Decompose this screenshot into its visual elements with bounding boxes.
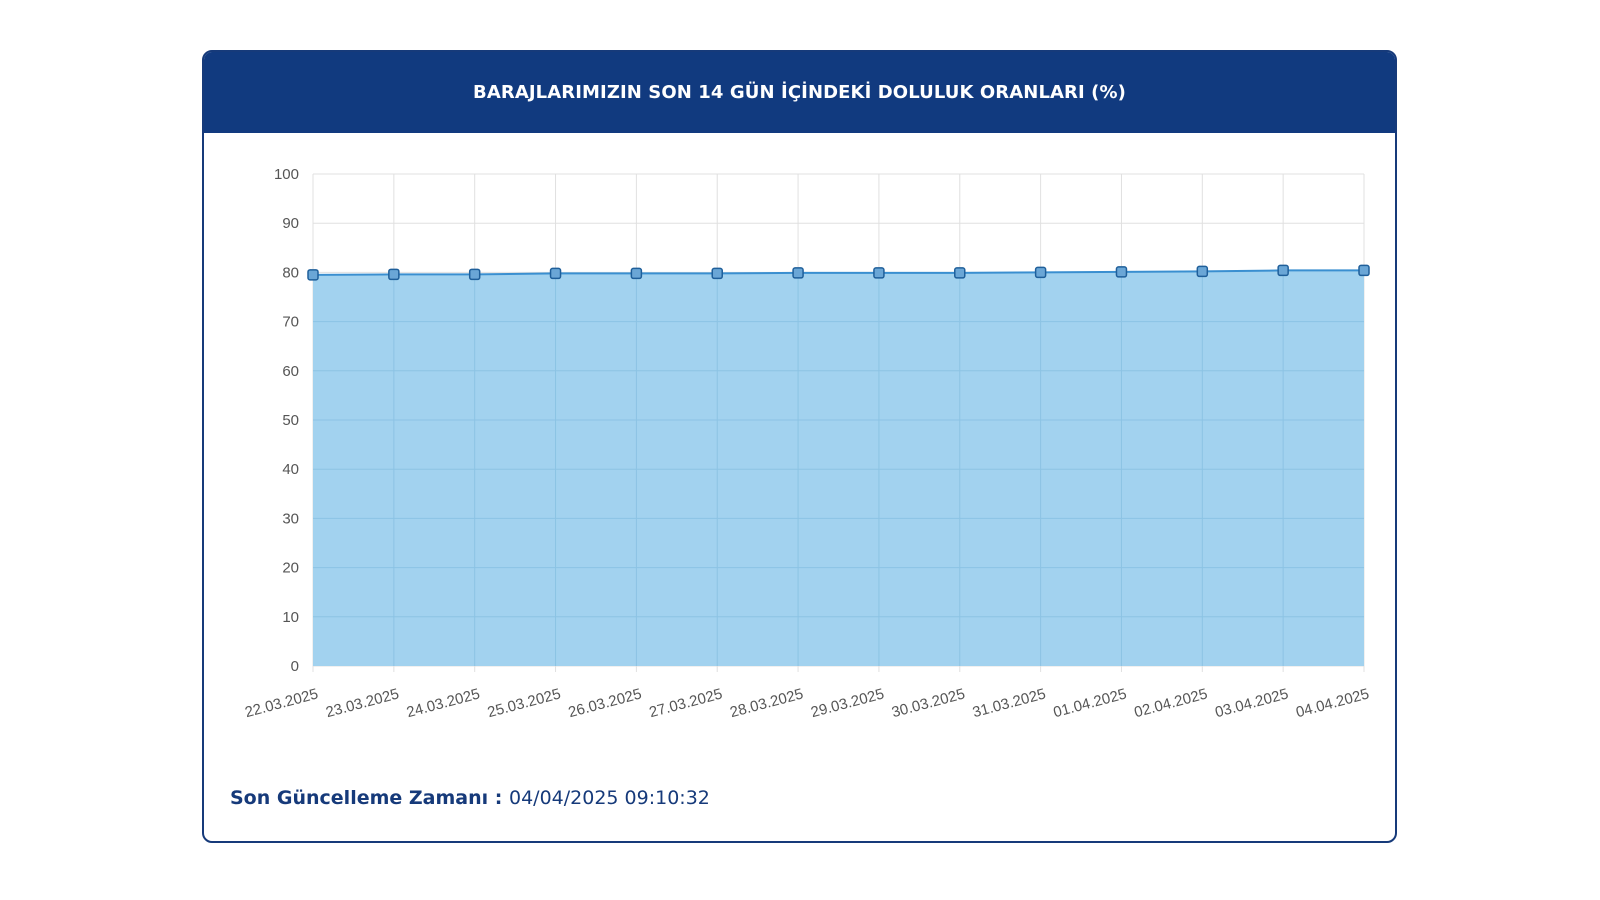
series-area bbox=[313, 270, 1364, 666]
x-tick-label: 25.03.2025 bbox=[486, 685, 563, 721]
y-tick-label: 100 bbox=[274, 166, 299, 183]
data-point bbox=[1196, 265, 1209, 278]
x-tick-label: 28.03.2025 bbox=[728, 685, 805, 721]
area-chart: 0 10 20 30 40 50 60 70 80 90 100 22.03.2025 23.03.20… bbox=[243, 166, 1371, 721]
x-tick-label: 26.03.2025 bbox=[567, 685, 644, 721]
chart-title: BARAJLARIMIZIN SON 14 GÜN İÇİNDEKİ DOLUL… bbox=[473, 82, 1126, 103]
x-tick-label: 29.03.2025 bbox=[809, 685, 886, 721]
data-point bbox=[549, 267, 562, 280]
data-point bbox=[1115, 266, 1128, 278]
data-point bbox=[1358, 264, 1370, 277]
last-update-value: 04/04/2025 09:10:32 bbox=[508, 787, 710, 809]
x-tick-label: 24.03.2025 bbox=[405, 685, 482, 721]
y-tick-label: 70 bbox=[282, 314, 299, 331]
y-tick-label: 80 bbox=[282, 264, 299, 281]
chart-card: BARAJLARIMIZIN SON 14 GÜN İÇİNDEKİ DOLUL… bbox=[202, 50, 1397, 843]
chart-area: 0 10 20 30 40 50 60 70 80 90 100 22.03.2025 23.03.20… bbox=[204, 133, 1395, 773]
last-update: Son Güncelleme Zamanı : 04/04/2025 09:10… bbox=[230, 787, 710, 809]
data-point bbox=[388, 268, 400, 281]
x-tick-label: 02.04.2025 bbox=[1132, 685, 1209, 721]
y-tick-label: 90 bbox=[282, 215, 299, 232]
card-header: BARAJLARIMIZIN SON 14 GÜN İÇİNDEKİ DOLUL… bbox=[204, 52, 1395, 133]
y-tick-label: 30 bbox=[282, 510, 299, 527]
data-point bbox=[873, 267, 885, 279]
x-tick-label: 04.04.2025 bbox=[1294, 685, 1371, 721]
y-tick-label: 60 bbox=[282, 363, 299, 380]
x-tick-label: 23.03.2025 bbox=[324, 685, 401, 721]
data-point bbox=[307, 269, 319, 281]
x-tick-label: 31.03.2025 bbox=[971, 685, 1048, 721]
data-point bbox=[954, 267, 966, 279]
x-tick-label: 03.04.2025 bbox=[1213, 685, 1290, 721]
x-tick-label: 30.03.2025 bbox=[890, 685, 967, 721]
last-update-label: Son Güncelleme Zamanı : bbox=[230, 787, 509, 809]
y-tick-label: 50 bbox=[282, 412, 299, 429]
data-point bbox=[468, 268, 481, 281]
y-tick-label: 20 bbox=[282, 560, 299, 577]
data-point bbox=[792, 267, 804, 279]
data-point bbox=[630, 267, 643, 280]
data-point bbox=[1034, 266, 1047, 279]
x-tick-label: 27.03.2025 bbox=[647, 685, 724, 721]
y-tick-label: 0 bbox=[291, 658, 299, 675]
y-tick-label: 40 bbox=[282, 461, 299, 478]
y-tick-label: 10 bbox=[282, 609, 299, 626]
x-tick-label: 01.04.2025 bbox=[1052, 685, 1129, 721]
series-line bbox=[312, 269, 1364, 276]
x-tick-label: 22.03.2025 bbox=[243, 685, 320, 721]
data-point bbox=[711, 267, 723, 280]
data-point bbox=[1277, 264, 1289, 277]
